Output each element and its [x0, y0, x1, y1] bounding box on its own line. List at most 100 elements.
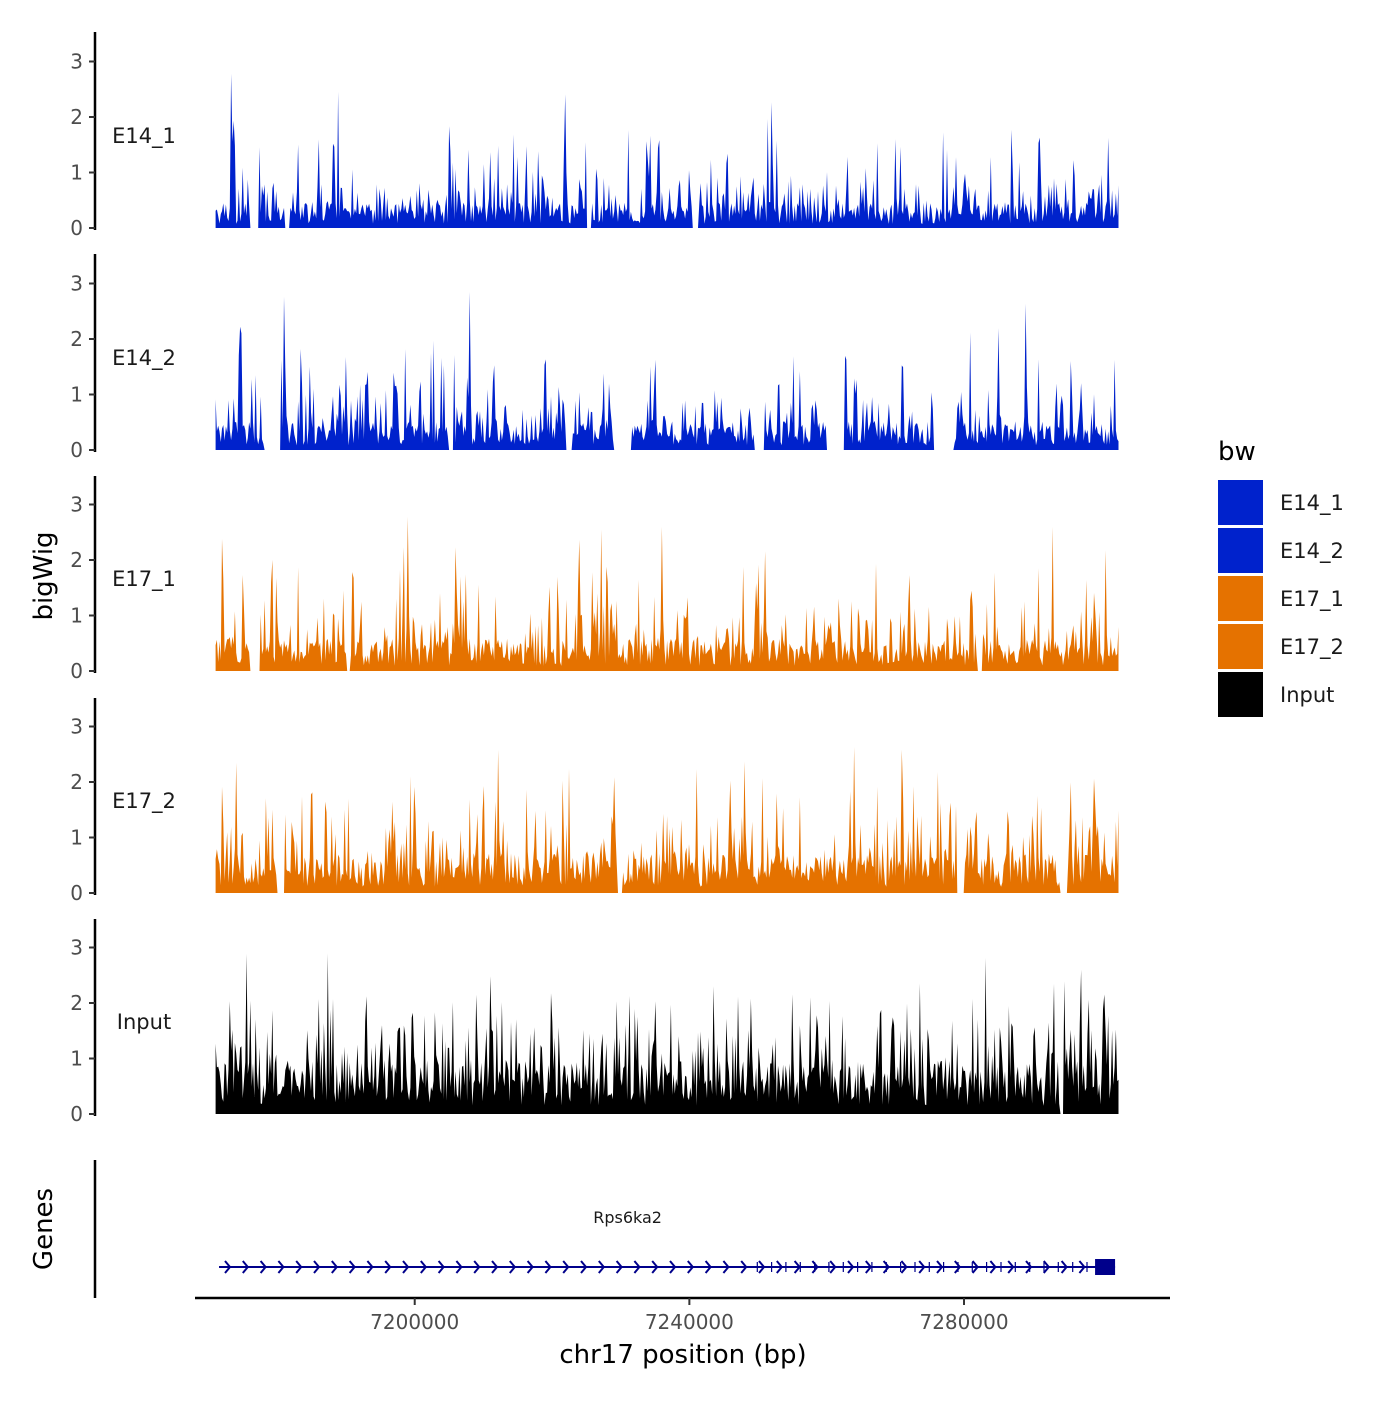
- y-tick-label-Input-2: 2: [70, 991, 83, 1015]
- gene-strand-arrow: [1007, 1260, 1015, 1274]
- gene-strand-arrow: [242, 1260, 250, 1274]
- y-tick-label-E17_2-3: 3: [70, 715, 83, 739]
- gene-strand-arrow: [865, 1260, 873, 1274]
- gene-exon: [957, 1262, 959, 1272]
- track-E17_1: 0 1 2 3 E17_1: [70, 476, 1119, 683]
- legend-group: E14_1 E14_2 E17_1 E17_2 Input: [1218, 480, 1344, 717]
- gene-strand-arrow: [580, 1260, 588, 1274]
- signal-area-E17_1: [215, 516, 1119, 671]
- y-tick-label-E14_1-2: 2: [70, 105, 83, 129]
- x-axis-group: 7200000 7240000 7280000: [195, 1296, 1170, 1334]
- gene-strand-arrow: [420, 1260, 428, 1274]
- gene-exon: [971, 1262, 973, 1272]
- legend-swatch-E14_2: [1218, 528, 1263, 573]
- y-tick-label-E17_1-0: 0: [70, 659, 83, 683]
- gene-strand-arrow: [562, 1260, 570, 1274]
- gene-strand-arrow: [348, 1260, 356, 1274]
- gene-strand-arrow: [615, 1260, 623, 1274]
- gene-strand-arrow: [277, 1260, 285, 1274]
- gene-strand-arrow: [224, 1260, 232, 1274]
- gene-strand-arrow: [1043, 1260, 1051, 1274]
- y-tick-label-E14_1-3: 3: [70, 50, 83, 74]
- gene-strand-arrow: [882, 1260, 890, 1274]
- gene-strand-arrow: [491, 1260, 499, 1274]
- gene-strand-arrow: [651, 1260, 659, 1274]
- gene-strand-arrow: [402, 1260, 410, 1274]
- gene-strand-arrow: [544, 1260, 552, 1274]
- gene-exon: [799, 1262, 801, 1272]
- track-E17_2: 0 1 2 3 E17_2: [70, 698, 1119, 905]
- x-tick-label-7200000: 7200000: [370, 1310, 459, 1334]
- gene-exon: [986, 1262, 988, 1272]
- signal-area-E14_1: [215, 73, 1119, 228]
- y-tick-label-E14_1-1: 1: [70, 161, 83, 185]
- gene-exon: [1057, 1262, 1059, 1272]
- y-tick-label-Input-1: 1: [70, 1047, 83, 1071]
- track-label-Input: Input: [117, 1010, 171, 1034]
- y-tick-label-Input-0: 0: [70, 1102, 83, 1126]
- y-tick-label-E17_2-1: 1: [70, 826, 83, 850]
- gene-strand-arrow: [526, 1260, 534, 1274]
- gene-strand-arrow: [1078, 1260, 1086, 1274]
- gene-exon-terminal: [1095, 1259, 1116, 1275]
- signal-area-Input: [215, 953, 1119, 1114]
- gene-exon: [943, 1262, 945, 1272]
- gene-exon: [1029, 1262, 1031, 1272]
- gene-strand-arrow: [989, 1260, 997, 1274]
- gene-track-group: Rps6ka2: [93, 1160, 1116, 1298]
- track-Input: 0 1 2 3 Input: [70, 919, 1119, 1126]
- gene-strand-arrow: [918, 1260, 926, 1274]
- track-E14_2: 0 1 2 3 E14_2: [70, 254, 1119, 462]
- y-tick-label-E17_1-3: 3: [70, 493, 83, 517]
- y-tick-label-Input-3: 3: [70, 936, 83, 960]
- legend-swatch-E17_2: [1218, 624, 1263, 669]
- x-tick-label-7280000: 7280000: [919, 1310, 1008, 1334]
- y-tick-label-E17_1-2: 2: [70, 548, 83, 572]
- legend-title: bw: [1218, 437, 1256, 467]
- gene-strand-arrow: [704, 1260, 712, 1274]
- gene-strand-arrow: [384, 1260, 392, 1274]
- gene-strand-arrow: [455, 1260, 463, 1274]
- tracks-group: 0 1 2 3 E14_1 0 1 2 3 E14_2 0 1 2 3 E17_1 0 1 2 3 E17_2 0 1 2 3…: [70, 32, 1119, 1126]
- track-label-E17_1: E17_1: [112, 567, 176, 592]
- legend-swatch-Input: [1218, 672, 1263, 717]
- gene-strand-arrow: [259, 1260, 267, 1274]
- gene-exon: [857, 1262, 859, 1272]
- gene-strand-arrow: [722, 1260, 730, 1274]
- legend-label-E14_2: E14_2: [1280, 539, 1344, 564]
- gene-strand-arrow: [740, 1260, 748, 1274]
- gene-strand-arrow: [758, 1260, 766, 1274]
- gene-strand-arrow: [936, 1260, 944, 1274]
- gene-exon: [928, 1262, 930, 1272]
- legend-label-E17_1: E17_1: [1280, 587, 1344, 612]
- y-tick-label-E14_2-1: 1: [70, 383, 83, 407]
- gene-strand-arrow: [366, 1260, 374, 1274]
- gene-exon: [1043, 1262, 1045, 1272]
- gene-strand-arrow: [829, 1260, 837, 1274]
- gene-exon: [771, 1262, 773, 1272]
- gene-strand-arrow: [1025, 1260, 1033, 1274]
- gene-strand-arrow: [1060, 1260, 1068, 1274]
- signal-area-E14_2: [215, 291, 1119, 450]
- y-axis-title: bigWig: [29, 531, 59, 620]
- signal-area-E17_2: [215, 747, 1119, 893]
- gene-strand-arrow: [776, 1260, 784, 1274]
- gene-exon: [814, 1262, 816, 1272]
- gene-exon: [871, 1262, 873, 1272]
- legend-label-E17_2: E17_2: [1280, 635, 1344, 660]
- legend-label-Input: Input: [1280, 683, 1334, 707]
- x-axis-title: chr17 position (bp): [559, 1340, 806, 1370]
- y-tick-label-E14_2-3: 3: [70, 272, 83, 296]
- gene-strand-arrow: [331, 1260, 339, 1274]
- gene-exon: [828, 1262, 830, 1272]
- track-E14_1: 0 1 2 3 E14_1: [70, 32, 1119, 240]
- gene-strand-arrow: [437, 1260, 445, 1274]
- y-tick-label-E17_2-2: 2: [70, 770, 83, 794]
- gene-strand-arrow: [847, 1260, 855, 1274]
- y-tick-label-E17_2-0: 0: [70, 881, 83, 905]
- gene-strand-arrow: [598, 1260, 606, 1274]
- gene-exon: [785, 1262, 787, 1272]
- legend-label-E14_1: E14_1: [1280, 491, 1344, 516]
- gene-exon: [842, 1262, 844, 1272]
